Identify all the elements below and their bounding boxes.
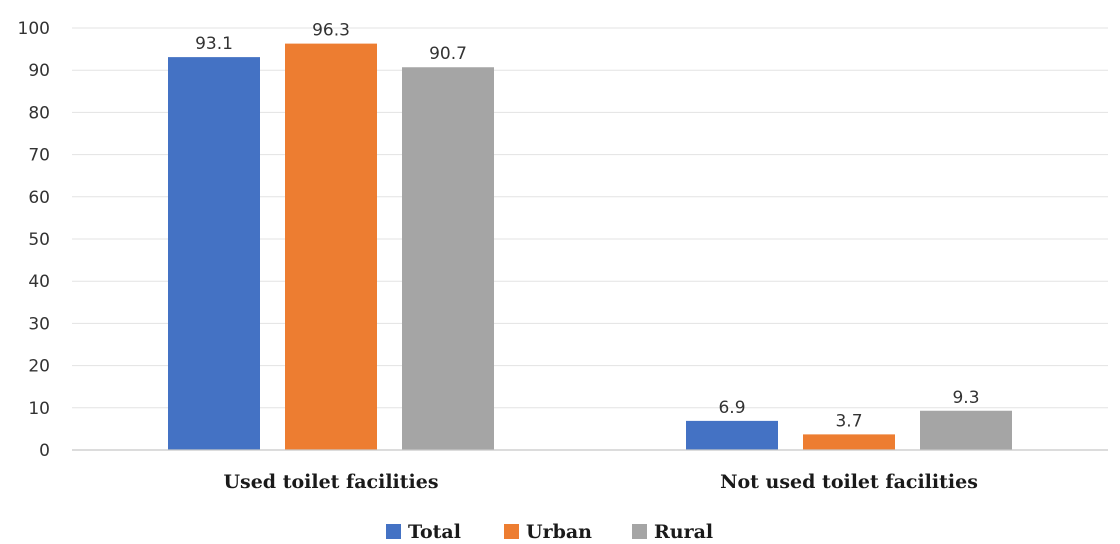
bar-urban bbox=[285, 43, 377, 450]
data-labels: 93.1 96.3 90.7 6.9 3.7 9.3 bbox=[195, 21, 979, 432]
data-label: 96.3 bbox=[312, 21, 350, 41]
legend: Total Urban Rural bbox=[386, 521, 713, 543]
data-label: 90.7 bbox=[429, 44, 467, 64]
data-label: 9.3 bbox=[952, 388, 979, 408]
y-tick-label: 70 bbox=[28, 146, 50, 166]
bar-total bbox=[168, 57, 260, 450]
bars bbox=[168, 43, 1012, 450]
x-category-label: Not used toilet facilities bbox=[720, 471, 978, 493]
y-tick-label: 40 bbox=[28, 272, 50, 292]
legend-label-urban: Urban bbox=[526, 521, 592, 543]
legend-label-total: Total bbox=[408, 521, 461, 543]
y-tick-label: 0 bbox=[39, 441, 50, 461]
y-tick-label: 10 bbox=[28, 399, 50, 419]
y-tick-label: 30 bbox=[28, 314, 50, 334]
data-label: 6.9 bbox=[718, 398, 745, 418]
bar-rural bbox=[402, 67, 494, 450]
y-tick-label: 20 bbox=[28, 357, 50, 377]
x-axis-categories: Used toilet facilities Not used toilet fa… bbox=[223, 471, 977, 493]
legend-swatch-urban bbox=[504, 524, 519, 539]
y-axis-ticks: 0 10 20 30 40 50 60 70 80 90 100 bbox=[18, 19, 50, 461]
x-category-label: Used toilet facilities bbox=[223, 471, 438, 493]
legend-label-rural: Rural bbox=[654, 521, 713, 543]
y-tick-label: 60 bbox=[28, 188, 50, 208]
bar-urban bbox=[803, 434, 895, 450]
bar-rural bbox=[920, 410, 1012, 450]
bar-total bbox=[686, 420, 778, 450]
legend-swatch-rural bbox=[632, 524, 647, 539]
y-tick-label: 100 bbox=[18, 19, 50, 39]
y-tick-label: 80 bbox=[28, 103, 50, 123]
y-tick-label: 90 bbox=[28, 61, 50, 81]
legend-swatch-total bbox=[386, 524, 401, 539]
data-label: 93.1 bbox=[195, 34, 233, 54]
data-label: 3.7 bbox=[835, 411, 862, 431]
y-tick-label: 50 bbox=[28, 230, 50, 250]
